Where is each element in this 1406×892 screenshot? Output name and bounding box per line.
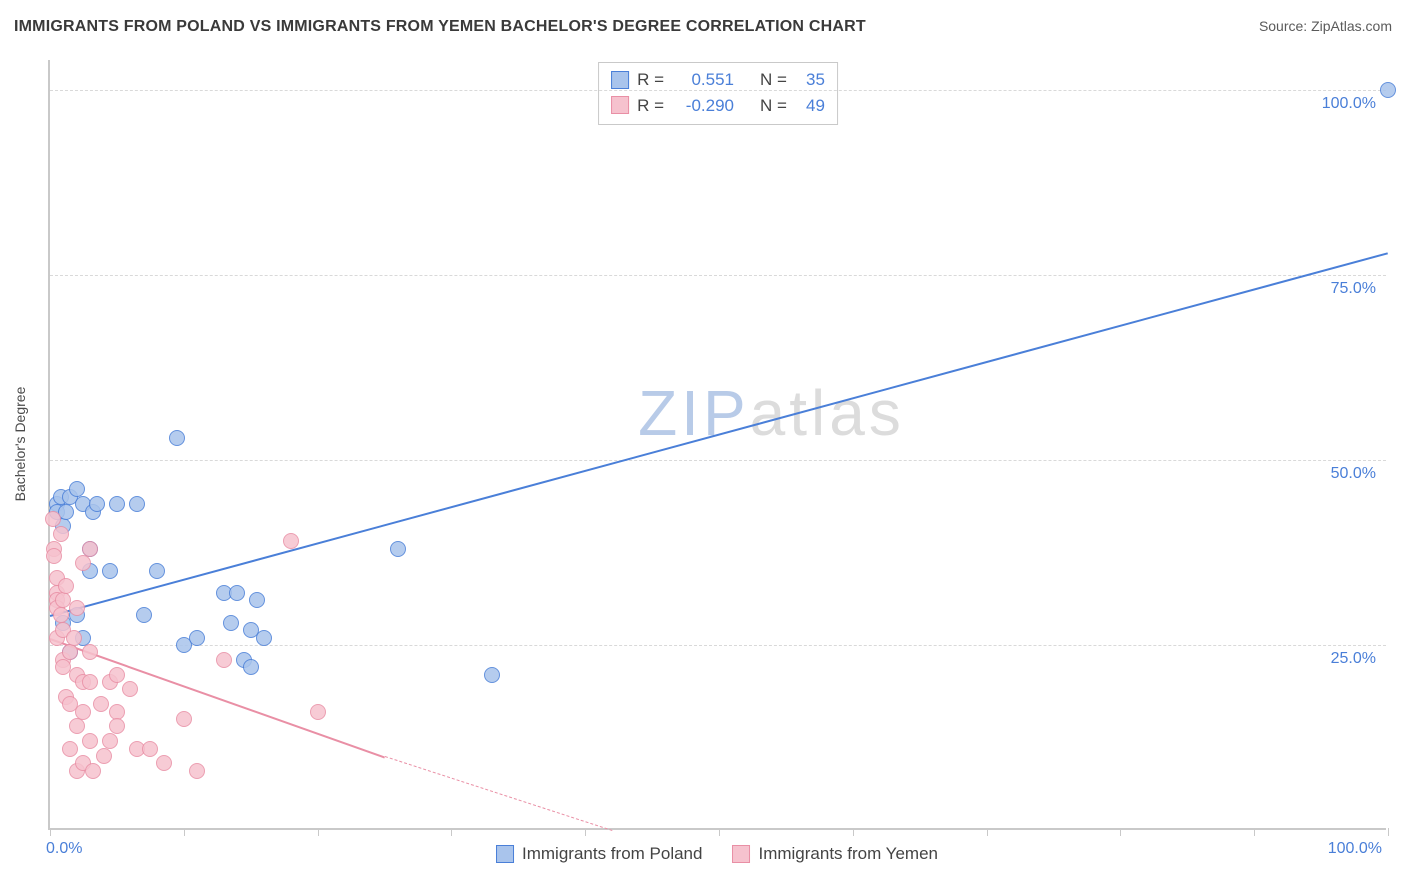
y-tick-label: 100.0% [1322,95,1376,113]
data-point [53,526,69,542]
stats-legend-box: R =0.551N =35R =-0.290N =49 [598,62,838,125]
x-tick [1388,828,1389,836]
series-swatch [611,71,629,89]
data-point [243,659,259,675]
data-point [62,644,78,660]
n-label: N = [760,93,787,119]
x-tick [1254,828,1255,836]
data-point [249,592,265,608]
x-tick [987,828,988,836]
data-point [149,563,165,579]
data-point [484,667,500,683]
chart-title: IMMIGRANTS FROM POLAND VS IMMIGRANTS FRO… [14,18,866,35]
data-point [85,763,101,779]
data-point [69,600,85,616]
data-point [102,733,118,749]
data-point [229,585,245,601]
data-point [109,667,125,683]
legend-label: Immigrants from Yemen [758,844,938,864]
data-point [45,511,61,527]
data-point [136,607,152,623]
r-value: -0.290 [672,93,734,119]
data-point [82,644,98,660]
data-point [75,555,91,571]
plot-area: ZIPatlas Bachelor's Degree R =0.551N =35… [48,60,1386,830]
x-tick [451,828,452,836]
x-tick [719,828,720,836]
data-point [82,733,98,749]
data-point [156,755,172,771]
y-tick-label: 50.0% [1331,465,1376,483]
x-tick [184,828,185,836]
x-tick [1120,828,1121,836]
watermark: ZIPatlas [638,376,905,450]
watermark-atlas: atlas [750,377,905,449]
gridline [50,460,1386,461]
data-point [129,496,145,512]
x-tick-label: 0.0% [46,840,82,858]
data-point [223,615,239,631]
data-point [109,704,125,720]
data-point [82,674,98,690]
legend-label: Immigrants from Poland [522,844,702,864]
y-axis-label: Bachelor's Degree [12,387,28,502]
data-point [69,481,85,497]
source-attribution: Source: ZipAtlas.com [1259,18,1392,34]
data-point [310,704,326,720]
gridline [50,90,1386,91]
plot-wrapper: ZIPatlas Bachelor's Degree R =0.551N =35… [48,60,1386,830]
data-point [256,630,272,646]
watermark-zip: ZIP [638,377,750,449]
source-prefix: Source: [1259,18,1311,34]
data-point [109,718,125,734]
data-point [58,578,74,594]
data-point [169,430,185,446]
stats-row: R = -0.290 N = 49 [611,93,825,119]
data-point [69,718,85,734]
data-point [390,541,406,557]
bottom-legend: Immigrants from Poland Immigrants from Ye… [496,844,938,864]
source-link[interactable]: ZipAtlas.com [1311,18,1392,34]
x-tick [318,828,319,836]
gridline [50,645,1386,646]
data-point [89,496,105,512]
legend-item: Immigrants from Yemen [732,844,938,864]
data-point [75,704,91,720]
data-point [96,748,112,764]
x-tick [585,828,586,836]
data-point [283,533,299,549]
x-tick-label: 100.0% [1328,840,1382,858]
x-tick [853,828,854,836]
data-point [142,741,158,757]
r-label: R = [637,93,664,119]
data-point [102,563,118,579]
data-point [46,548,62,564]
data-point [122,681,138,697]
data-point [189,630,205,646]
data-point [66,630,82,646]
data-point [93,696,109,712]
trend-line [50,253,1389,618]
data-point [1380,82,1396,98]
data-point [53,607,69,623]
data-point [216,652,232,668]
data-point [189,763,205,779]
trend-line [384,756,612,831]
series-swatch [611,96,629,114]
chart-header: IMMIGRANTS FROM POLAND VS IMMIGRANTS FRO… [14,18,1392,46]
data-point [109,496,125,512]
series-swatch [732,845,750,863]
legend-item: Immigrants from Poland [496,844,702,864]
gridline [50,275,1386,276]
data-point [82,541,98,557]
data-point [176,711,192,727]
y-tick-label: 75.0% [1331,280,1376,298]
n-value: 49 [795,93,825,119]
x-tick [50,828,51,836]
data-point [62,741,78,757]
y-tick-label: 25.0% [1331,650,1376,668]
series-swatch [496,845,514,863]
